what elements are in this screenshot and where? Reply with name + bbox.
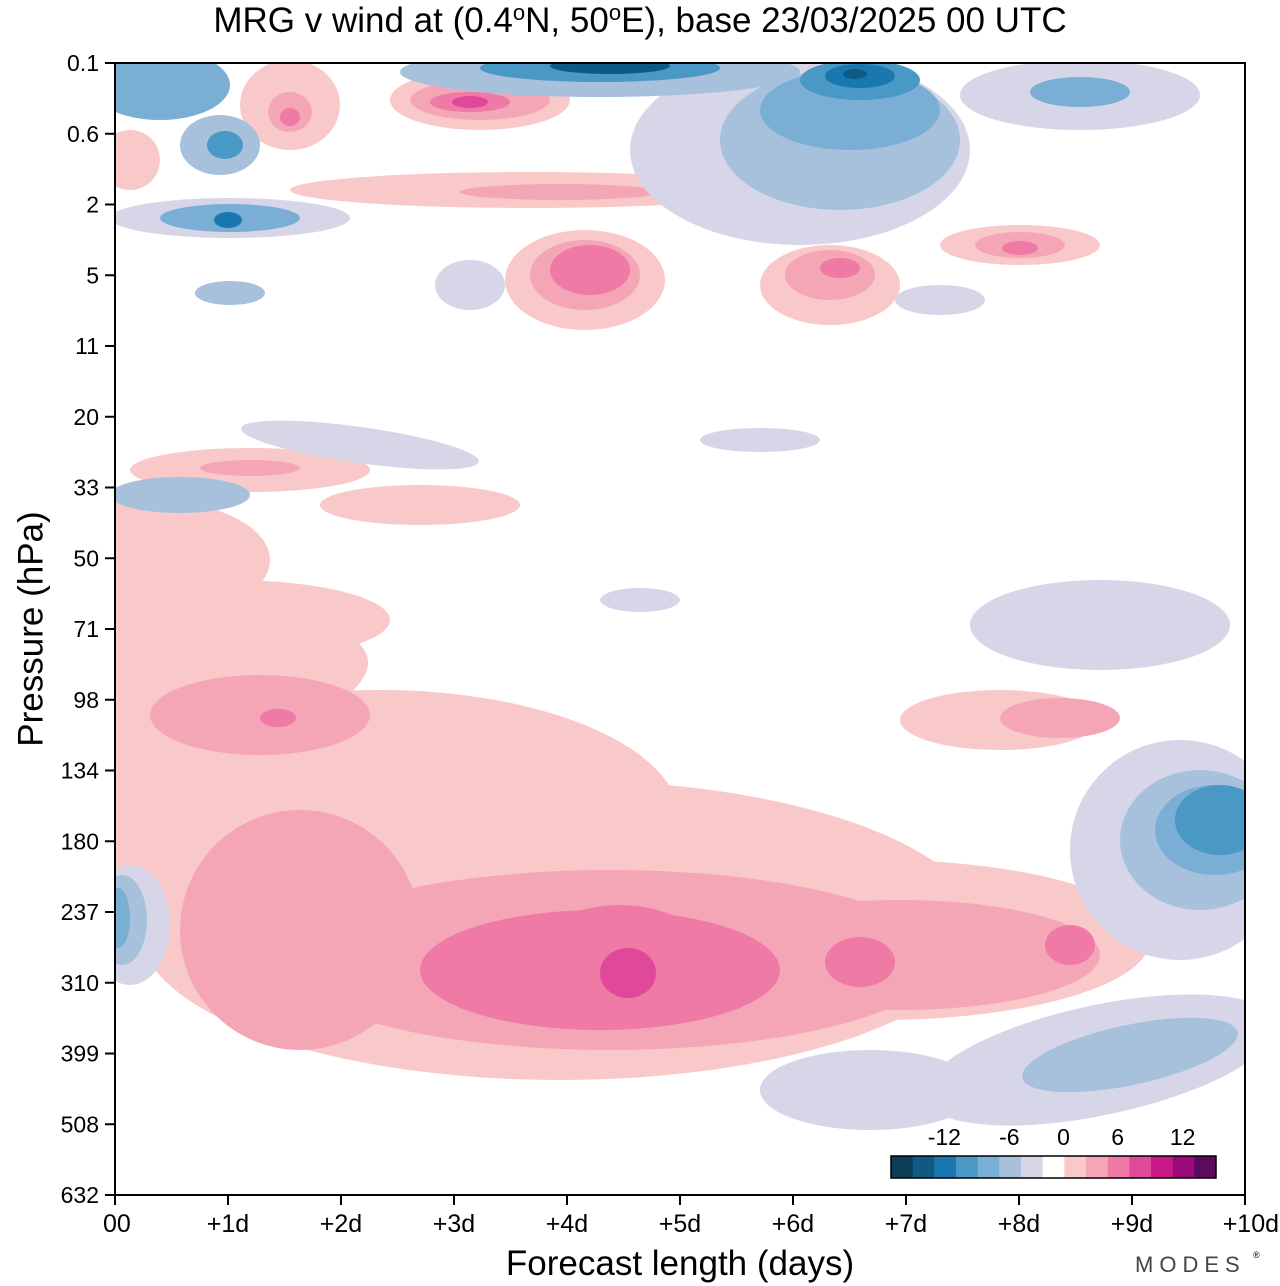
colorbar-swatch <box>1064 1156 1087 1178</box>
positive-contour-band <box>115 130 160 190</box>
x-tick-label: +5d <box>659 1210 701 1238</box>
colorbar-swatch <box>1086 1156 1109 1178</box>
x-tick-label: +10d <box>1223 1210 1279 1238</box>
positive-contour-band <box>260 709 296 727</box>
negative-contour-band <box>760 1050 980 1130</box>
negative-contour-band <box>115 63 230 120</box>
y-tick-label: 310 <box>61 970 99 996</box>
negative-contour-band <box>195 281 265 305</box>
negative-contour-band <box>550 63 670 74</box>
negative-contour-band <box>115 477 250 513</box>
x-tick-label: +4d <box>546 1210 588 1238</box>
y-tick-label: 0.1 <box>67 50 99 76</box>
colorbar-label: -6 <box>999 1124 1019 1150</box>
y-tick-label: 5 <box>86 262 99 288</box>
x-tick-label: +2d <box>320 1210 362 1238</box>
y-tick-label: 98 <box>73 687 99 713</box>
y-tick-label: 0.6 <box>67 121 99 147</box>
y-axis: 0.1 0.6 2 5 11 20 33 50 71 98 134 180 237 310 399 508 63… <box>61 50 115 1208</box>
positive-contour-band <box>600 948 656 998</box>
colorbar-label: -12 <box>928 1124 961 1150</box>
positive-contour-band <box>200 460 300 476</box>
negative-contour-band <box>241 420 479 470</box>
x-tick-label: +9d <box>1111 1210 1153 1238</box>
colorbar-swatch <box>1042 1156 1065 1178</box>
plot-area <box>114 62 1246 1196</box>
y-tick-label: 508 <box>61 1111 99 1137</box>
y-axis-label: Pressure (hPa) <box>11 511 50 746</box>
negative-contour-band <box>1030 77 1130 107</box>
x-axis-label: Forecast length (days) <box>506 1244 854 1283</box>
negative-contour-band <box>207 131 243 159</box>
y-tick-label: 399 <box>61 1041 99 1067</box>
positive-contour-band <box>150 675 370 755</box>
logo-registered-mark: ® <box>1253 1250 1260 1260</box>
colorbar-label: 0 <box>1057 1124 1070 1150</box>
y-tick-label: 50 <box>73 545 99 571</box>
x-tick-label: +3d <box>433 1210 475 1238</box>
y-tick-label: 237 <box>61 899 99 925</box>
positive-contour-band <box>825 937 895 987</box>
colorbar-swatch <box>1151 1156 1174 1178</box>
colorbar-swatch <box>1107 1156 1130 1178</box>
positive-contour-band <box>180 810 420 1050</box>
y-tick-label: 632 <box>61 1182 99 1208</box>
y-tick-label: 71 <box>73 616 99 642</box>
positive-contour-band <box>1045 925 1095 965</box>
positive-contour-band <box>452 96 488 108</box>
colorbar-swatch <box>934 1156 957 1178</box>
x-tick-label: +7d <box>885 1210 927 1238</box>
colorbar-swatch <box>999 1156 1022 1178</box>
negative-contour-band <box>1175 785 1245 855</box>
x-tick-label: +6d <box>772 1210 814 1238</box>
colorbar-swatch <box>912 1156 935 1178</box>
positive-contour-band <box>700 900 1100 1010</box>
positive-contour-band <box>460 184 660 200</box>
negative-contour-band <box>435 260 505 310</box>
colorbar-swatch <box>956 1156 979 1178</box>
colorbar-frame <box>890 1155 1217 1179</box>
colorbar-swatch <box>1172 1156 1195 1178</box>
y-tick-label: 20 <box>73 404 99 430</box>
colorbar-swatch <box>977 1156 1000 1178</box>
positive-contour-band <box>320 485 520 525</box>
x-tick-label: +8d <box>998 1210 1040 1238</box>
y-tick-label: 2 <box>86 192 99 218</box>
negative-contour-band <box>843 69 867 79</box>
x-axis: 00 +1d +2d +3d +4d +5d +6d +7d +8d +9d +10d <box>103 1195 1279 1238</box>
y-tick-label: 180 <box>61 828 99 854</box>
negative-contour-band <box>214 212 242 228</box>
colorbar: -12 -6 0 6 12 <box>890 1124 1217 1179</box>
positive-contour-band <box>280 108 300 126</box>
negative-contour-band <box>700 428 820 452</box>
y-tick-label: 11 <box>75 333 99 359</box>
negative-contour-band <box>895 285 985 315</box>
colorbar-label: 12 <box>1170 1124 1196 1150</box>
negative-contour-band <box>115 888 130 948</box>
contour-field <box>115 63 1245 1130</box>
chart-title: MRG v wind at (0.4oN, 50oE), base 23/03/… <box>213 0 1066 40</box>
colorbar-swatch <box>1021 1156 1044 1178</box>
colorbar-swatch <box>1194 1156 1217 1178</box>
negative-contour-band <box>970 580 1230 670</box>
x-tick-label: 00 <box>103 1210 131 1238</box>
negative-contour-band <box>600 588 680 612</box>
x-tick-label: +1d <box>207 1210 249 1238</box>
colorbar-swatch <box>1129 1156 1152 1178</box>
positive-contour-band <box>115 500 270 620</box>
positive-contour-band <box>1002 241 1038 255</box>
colorbar-label: 6 <box>1111 1124 1124 1150</box>
positive-contour-band <box>550 245 630 295</box>
colorbar-swatch <box>891 1156 914 1178</box>
positive-contour-band <box>820 258 860 278</box>
y-tick-label: 33 <box>73 475 99 501</box>
negative-contour-band <box>1022 1017 1238 1093</box>
modes-logo: MODES <box>1135 1252 1246 1277</box>
y-tick-label: 134 <box>61 758 100 784</box>
positive-contour-band <box>1000 698 1120 738</box>
